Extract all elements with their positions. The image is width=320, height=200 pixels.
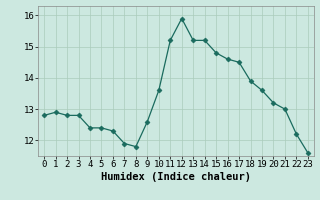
X-axis label: Humidex (Indice chaleur): Humidex (Indice chaleur) xyxy=(101,172,251,182)
